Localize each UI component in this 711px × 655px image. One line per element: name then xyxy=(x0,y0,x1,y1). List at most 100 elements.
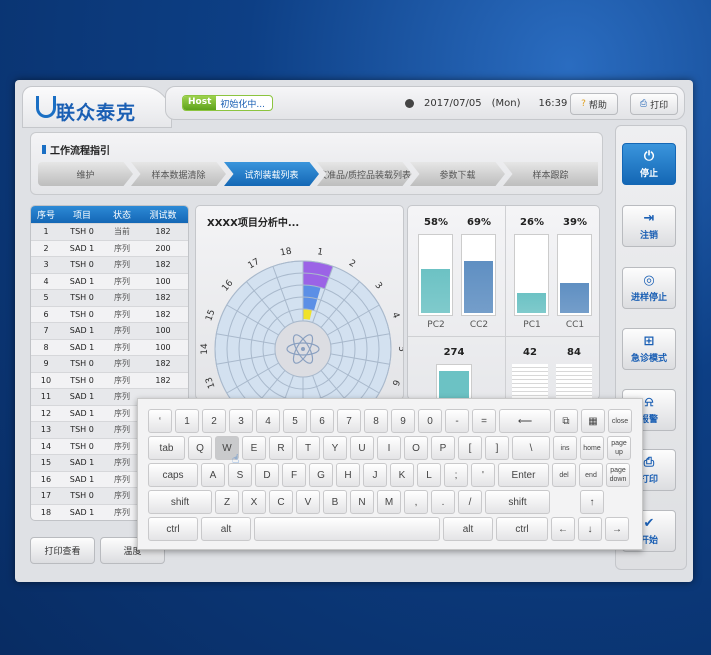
key[interactable]: D xyxy=(255,463,279,487)
key[interactable]: 8 xyxy=(364,409,388,433)
workflow-step[interactable]: 校准品/质控品装载列表 xyxy=(317,162,412,186)
table-row[interactable]: 9 TSH 0 序列 182 xyxy=(31,356,188,373)
key[interactable]: L xyxy=(417,463,441,487)
table-cell: 序列 xyxy=(114,458,130,468)
bottom-button[interactable]: 打印查看 xyxy=(30,537,95,564)
key[interactable]: del xyxy=(552,463,576,487)
table-row[interactable]: 18 SAD 1 序列 xyxy=(31,505,188,521)
key[interactable]: 2 xyxy=(202,409,226,433)
key[interactable]: [ xyxy=(458,436,482,460)
key[interactable]: W xyxy=(215,436,239,460)
key[interactable]: 6 xyxy=(310,409,334,433)
table-row[interactable]: 2 SAD 1 序列 200 xyxy=(31,241,188,257)
workflow-step[interactable]: 样本数据清除 xyxy=(131,162,226,186)
table-row[interactable]: 8 SAD 1 序列 100 xyxy=(31,340,188,356)
backspace-key[interactable]: ⟵ xyxy=(499,409,551,433)
table-row[interactable]: 4 SAD 1 序列 100 xyxy=(31,274,188,290)
key[interactable]: shift xyxy=(148,490,212,514)
table-row[interactable]: 1 TSH 0 当前 182 xyxy=(31,224,188,241)
key[interactable]: P xyxy=(431,436,455,460)
table-row[interactable]: 14 TSH 0 序列 xyxy=(31,439,188,455)
key[interactable]: ‘ xyxy=(148,409,172,433)
print-button[interactable]: ⎙ 打印 xyxy=(630,93,678,115)
table-row[interactable]: 7 SAD 1 序列 100 xyxy=(31,323,188,340)
table-row[interactable]: 16 SAD 1 序列 xyxy=(31,472,188,488)
key[interactable]: , xyxy=(404,490,428,514)
table-row[interactable]: 5 TSH 0 序列 182 xyxy=(31,290,188,307)
key[interactable]: ; xyxy=(444,463,468,487)
key[interactable]: H xyxy=(336,463,360,487)
key[interactable]: Q xyxy=(188,436,212,460)
key[interactable]: 5 xyxy=(283,409,307,433)
key[interactable]: E xyxy=(242,436,266,460)
key[interactable]: I xyxy=(377,436,401,460)
key[interactable]: end xyxy=(579,463,603,487)
key[interactable]: page up xyxy=(607,436,631,460)
key[interactable]: \ xyxy=(512,436,550,460)
key[interactable]: B xyxy=(323,490,347,514)
key[interactable]: / xyxy=(458,490,482,514)
key[interactable]: ctrl xyxy=(496,517,548,541)
key[interactable]: home xyxy=(580,436,604,460)
key[interactable]: shift xyxy=(485,490,550,514)
key[interactable]: ' xyxy=(471,463,495,487)
arrow-up-key[interactable]: ↑ xyxy=(580,490,604,514)
key[interactable]: R xyxy=(269,436,293,460)
help-button[interactable]: ? 帮助 xyxy=(570,93,618,115)
workflow-step[interactable]: 试剂装载列表 xyxy=(224,162,319,186)
key[interactable]: Enter xyxy=(498,463,549,487)
key[interactable]: . xyxy=(431,490,455,514)
key[interactable]: ctrl xyxy=(148,517,198,541)
bar-name: PC1 xyxy=(523,320,541,330)
key[interactable]: A xyxy=(201,463,225,487)
key[interactable]: 0 xyxy=(418,409,442,433)
workflow-step[interactable]: 样本跟踪 xyxy=(503,162,598,186)
key[interactable]: alt xyxy=(443,517,493,541)
sidebar-button-3[interactable]: ⊞ 急诊模式 xyxy=(622,328,676,370)
sidebar-button-0[interactable]: ⏻ 停止 xyxy=(622,143,676,185)
key[interactable]: caps xyxy=(148,463,198,487)
table-row[interactable]: 3 TSH 0 序列 182 xyxy=(31,257,188,274)
key[interactable]: 1 xyxy=(175,409,199,433)
close-key[interactable]: close xyxy=(608,409,632,433)
calculator-icon[interactable]: ▦ xyxy=(581,409,605,433)
key[interactable]: alt xyxy=(201,517,251,541)
workflow-step[interactable]: 参数下载 xyxy=(410,162,505,186)
table-row[interactable]: 10 TSH 0 序列 182 xyxy=(31,373,188,389)
arrow-left-key[interactable]: ← xyxy=(551,517,575,541)
key[interactable]: K xyxy=(390,463,414,487)
key[interactable]: 7 xyxy=(337,409,361,433)
key[interactable]: page down xyxy=(606,463,630,487)
key[interactable]: C xyxy=(269,490,293,514)
key[interactable]: - xyxy=(445,409,469,433)
key[interactable]: tab xyxy=(148,436,185,460)
key[interactable]: 3 xyxy=(229,409,253,433)
key[interactable]: ins xyxy=(553,436,577,460)
table-row[interactable]: 12 SAD 1 序列 xyxy=(31,406,188,422)
key[interactable]: M xyxy=(377,490,401,514)
key[interactable]: U xyxy=(350,436,374,460)
table-row[interactable]: 6 TSH 0 序列 182 xyxy=(31,307,188,323)
arrow-down-key[interactable]: ↓ xyxy=(578,517,602,541)
key[interactable]: G xyxy=(309,463,333,487)
key[interactable]: N xyxy=(350,490,374,514)
key[interactable]: O xyxy=(404,436,428,460)
space-key[interactable] xyxy=(254,517,440,541)
key[interactable]: 4 xyxy=(256,409,280,433)
workflow-step[interactable]: 维护 xyxy=(38,162,133,186)
key[interactable]: Z xyxy=(215,490,239,514)
key[interactable]: X xyxy=(242,490,266,514)
sidebar-button-1[interactable]: ⇥ 注销 xyxy=(622,205,676,247)
key[interactable]: F xyxy=(282,463,306,487)
key[interactable]: Y xyxy=(323,436,347,460)
arrow-right-key[interactable]: → xyxy=(605,517,629,541)
key[interactable]: = xyxy=(472,409,496,433)
key[interactable]: T xyxy=(296,436,320,460)
key[interactable]: 9 xyxy=(391,409,415,433)
sidebar-button-2[interactable]: ◎ 进样停止 xyxy=(622,267,676,309)
key[interactable]: S xyxy=(228,463,252,487)
key[interactable]: J xyxy=(363,463,387,487)
copy-icon[interactable]: ⧉ xyxy=(554,409,578,433)
key[interactable]: ] xyxy=(485,436,509,460)
key[interactable]: V xyxy=(296,490,320,514)
